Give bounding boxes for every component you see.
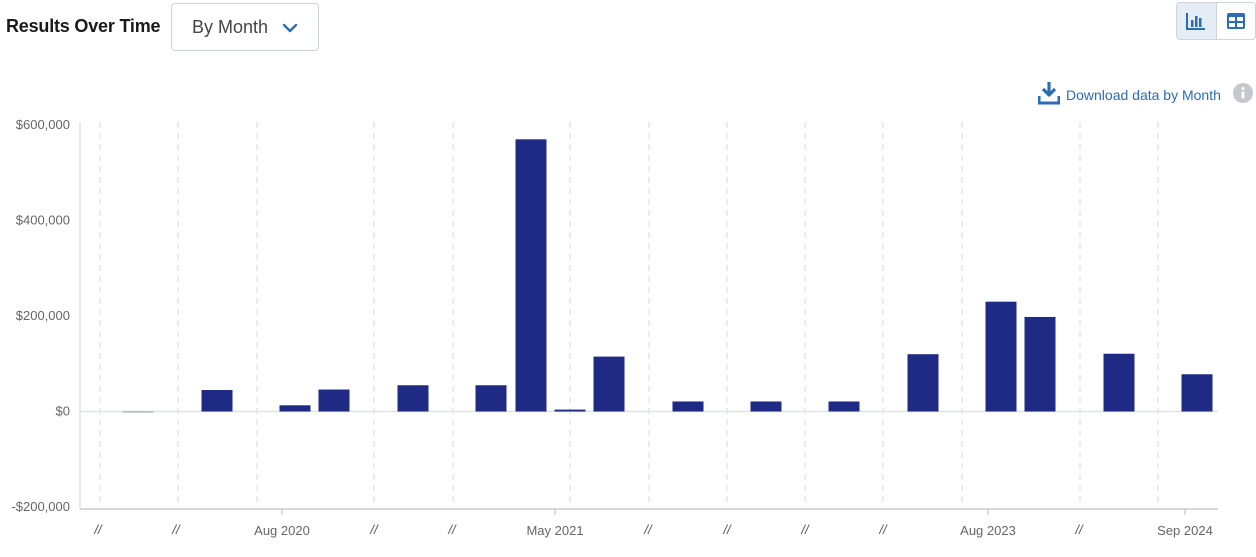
chart-view-button[interactable]	[1177, 3, 1216, 39]
x-tick-label: Aug 2023	[960, 523, 1016, 538]
table-view-button[interactable]	[1215, 3, 1256, 39]
bar	[554, 409, 586, 412]
y-tick-label: -$200,000	[11, 499, 70, 514]
bar	[1024, 316, 1056, 412]
results-bar-chart: -$200,000 $0 $200,000 $400,000 $600,000 Aug 2…	[11, 117, 1218, 538]
axis-break-marker: //	[1074, 522, 1084, 537]
axis-break-marker: //	[800, 522, 810, 537]
bar	[672, 401, 704, 412]
view-toggle	[1176, 2, 1256, 40]
x-tick-label: Aug 2020	[254, 523, 310, 538]
bar	[907, 354, 939, 412]
axis-break-marker: //	[643, 522, 653, 537]
bar	[985, 301, 1017, 412]
bar	[318, 389, 350, 412]
download-data-link[interactable]: Download data by Month	[1038, 81, 1221, 105]
axis-break-marker: //	[93, 522, 103, 537]
download-icon	[1038, 82, 1060, 105]
table-icon	[1226, 13, 1245, 29]
y-tick-label: $400,000	[16, 213, 70, 228]
chevron-down-icon	[282, 23, 298, 33]
bar	[397, 385, 429, 412]
info-icon[interactable]	[1233, 83, 1253, 103]
bar-chart-icon	[1186, 13, 1206, 30]
bar	[515, 139, 547, 412]
bar	[593, 356, 625, 412]
bar	[828, 401, 860, 412]
y-tick-label: $200,000	[16, 308, 70, 323]
y-tick-label: $600,000	[16, 117, 70, 132]
bar	[1103, 353, 1135, 412]
axis-break-marker: //	[878, 522, 888, 537]
axis-break-marker: //	[369, 522, 379, 537]
bar	[475, 385, 507, 412]
axis-break-marker: //	[171, 522, 181, 537]
download-data-label: Download data by Month	[1066, 87, 1221, 103]
page-title: Results Over Time	[6, 16, 161, 36]
x-tick-label: Sep 2024	[1157, 523, 1213, 538]
axis-break-marker: //	[447, 522, 457, 537]
period-select-value: By Month	[192, 16, 269, 37]
bar	[1181, 374, 1213, 412]
y-tick-label: $0	[56, 404, 70, 419]
bar	[122, 411, 154, 413]
x-tick-label: May 2021	[526, 523, 583, 538]
bar	[750, 401, 782, 412]
bar	[201, 390, 233, 412]
period-select[interactable]: By Month	[171, 3, 319, 51]
bar	[279, 405, 311, 412]
axis-break-marker: //	[722, 522, 732, 537]
